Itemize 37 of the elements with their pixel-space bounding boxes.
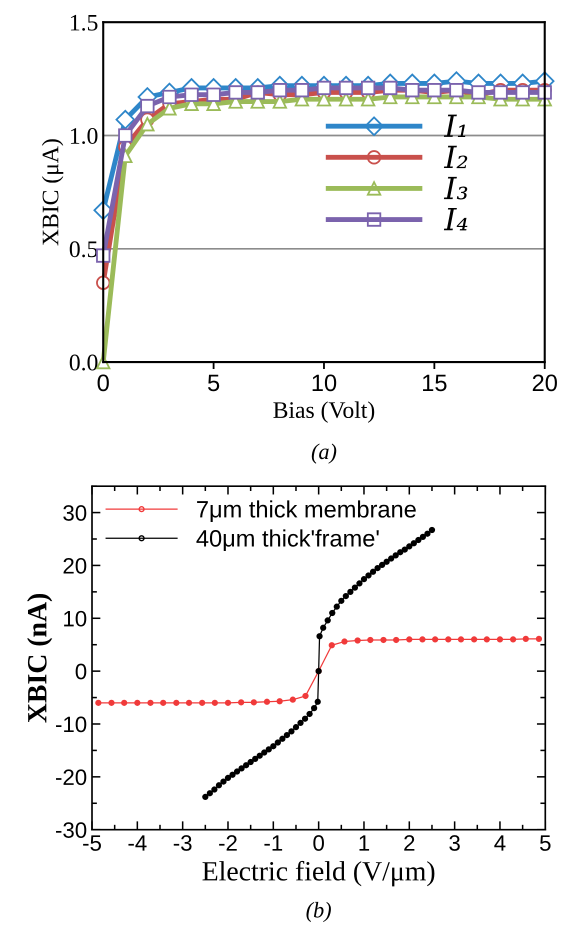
y-tick-label: 0 (76, 664, 86, 680)
x-tick-label: -2 (219, 835, 237, 851)
x-tick-label: 5 (208, 374, 220, 392)
x-tick-label: 0 (98, 374, 109, 392)
y-tick-label: 20 (64, 558, 86, 574)
x-tick-label: 5 (540, 835, 551, 851)
legend-label: I₂ (444, 146, 468, 168)
legend-label: 40μm thick'frame' (196, 529, 379, 552)
y-axis-title: XBIC (nA) (27, 594, 52, 723)
x-axis-title: Bias (Volt) (273, 401, 374, 423)
y-tick-label: 1.0 (70, 128, 98, 144)
x-tick-label: -4 (128, 835, 147, 851)
y-tick-label: 30 (63, 505, 86, 521)
y-tick-label: 1.5 (70, 14, 98, 31)
y-tick-label: -10 (56, 716, 86, 732)
text: (b) (306, 902, 331, 922)
y-tick-label: 10 (64, 610, 86, 627)
legend-label: 7μm thick membrane (197, 500, 416, 522)
x-tick-label: 2 (404, 835, 414, 851)
y-tick-label: 0.0 (70, 354, 98, 371)
legend-label: I₄ (444, 208, 468, 230)
x-axis-title: Electric field (V/μm) (202, 860, 434, 886)
x-tick-label: 20 (532, 374, 557, 392)
x-tick-label: 4 (494, 835, 506, 851)
x-tick-label: -1 (264, 835, 282, 851)
x-tick-label: 0 (313, 835, 324, 851)
y-axis-title: XBIC (μA) (42, 139, 64, 246)
text: (a) (312, 444, 336, 464)
x-tick-label: 1 (359, 835, 370, 851)
legend-label: I₁ (444, 114, 466, 138)
y-tick-label: 0.5 (70, 241, 98, 258)
x-tick-label: 3 (449, 835, 460, 851)
x-tick-label: 15 (423, 374, 446, 392)
legend-label: I₃ (444, 176, 468, 200)
y-tick-label: -20 (56, 769, 86, 786)
x-tick-label: 10 (312, 374, 336, 392)
x-tick-label: -3 (174, 835, 192, 851)
